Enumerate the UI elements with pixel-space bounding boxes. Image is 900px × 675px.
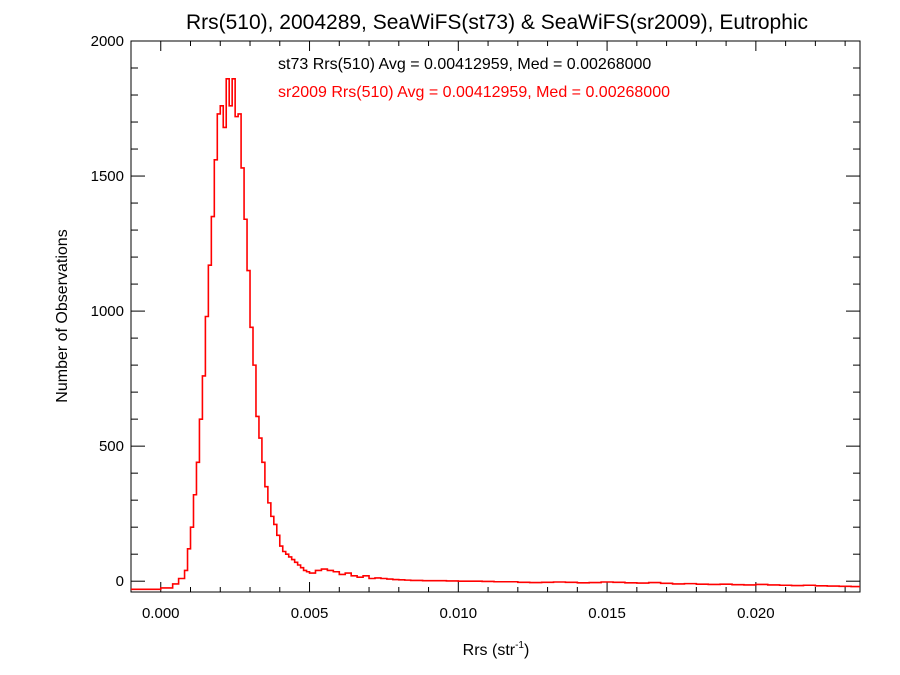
y-tick-label: 0 <box>116 573 124 590</box>
chart-title: Rrs(510), 2004289, SeaWiFS(st73) & SeaWi… <box>186 11 808 34</box>
y-tick-label: 1000 <box>91 303 124 320</box>
x-axis-ticks: 0.000 0.005 0.010 0.015 0.020 <box>142 41 846 622</box>
annotation-st73: st73 Rrs(510) Avg = 0.00412959, Med = 0.… <box>278 56 651 73</box>
x-tick-label: 0.020 <box>737 605 775 622</box>
x-tick-label: 0.000 <box>142 605 180 622</box>
x-tick-label: 0.010 <box>440 605 478 622</box>
annotation-sr2009: sr2009 Rrs(510) Avg = 0.00412959, Med = … <box>278 84 670 101</box>
x-tick-label: 0.005 <box>291 605 329 622</box>
y-tick-label: 1500 <box>91 168 124 185</box>
histogram-series-sr2009 <box>131 78 860 591</box>
y-tick-label: 2000 <box>91 33 124 50</box>
x-axis-label: Rrs (str-1) <box>463 640 530 659</box>
y-axis-ticks: 0 500 1000 1500 2000 <box>91 33 860 590</box>
plot-frame <box>130 40 861 593</box>
x-tick-label: 0.015 <box>588 605 626 622</box>
y-axis-label: Number of Observations <box>54 229 71 402</box>
y-tick-label: 500 <box>99 438 124 455</box>
